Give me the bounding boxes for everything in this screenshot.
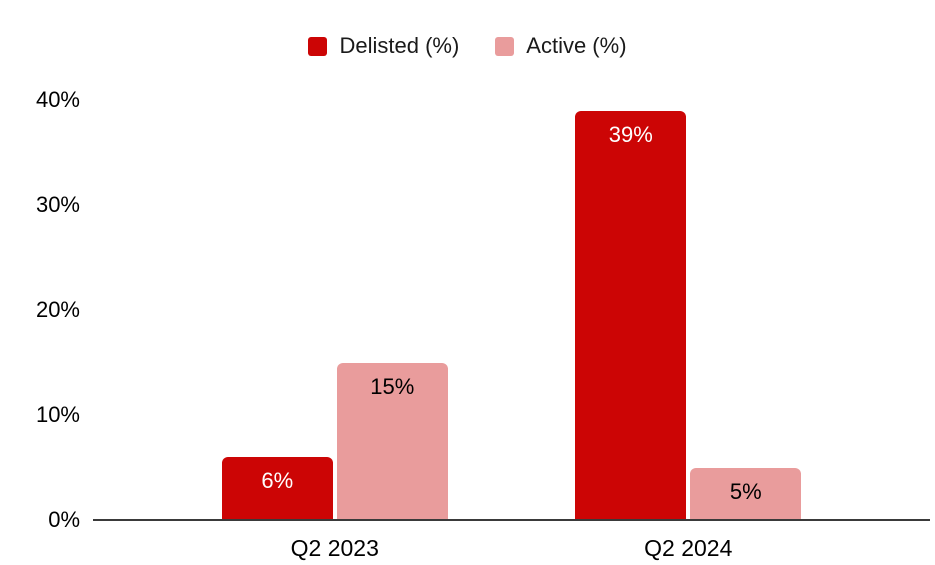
legend-swatch-active	[495, 36, 515, 56]
y-axis-tick-label: 40%	[35, 87, 80, 112]
bar-delisted-q2-2024	[575, 110, 687, 520]
y-axis-tick-label: 20%	[35, 297, 80, 322]
legend-label-delisted: Delisted (%)	[339, 33, 460, 58]
legend-item-active: Active (%)	[495, 33, 627, 59]
bar-delisted-q2-2023	[221, 457, 333, 520]
bar-value-label: 6%	[261, 468, 294, 493]
bar-active-q2-2023	[336, 362, 448, 520]
bar-value-label: 5%	[729, 478, 762, 504]
chart-legend: Delisted (%) Active (%)	[0, 33, 935, 59]
y-axis-tick-label: 30%	[35, 192, 80, 217]
y-axis-tick-label: 0%	[48, 507, 80, 532]
legend-label-active: Active (%)	[526, 33, 627, 58]
y-axis-tick-label: 10%	[35, 402, 80, 427]
legend-swatch-delisted	[308, 36, 328, 56]
x-axis-line	[93, 519, 930, 521]
legend-item-delisted: Delisted (%)	[308, 33, 459, 59]
bar-value-label: 39%	[608, 121, 653, 147]
x-axis-category-label: Q2 2023	[290, 535, 379, 561]
x-axis-category-label: Q2 2024	[644, 535, 733, 561]
bar-value-label: 15%	[370, 373, 415, 399]
bar-active-q2-2024	[690, 467, 802, 520]
